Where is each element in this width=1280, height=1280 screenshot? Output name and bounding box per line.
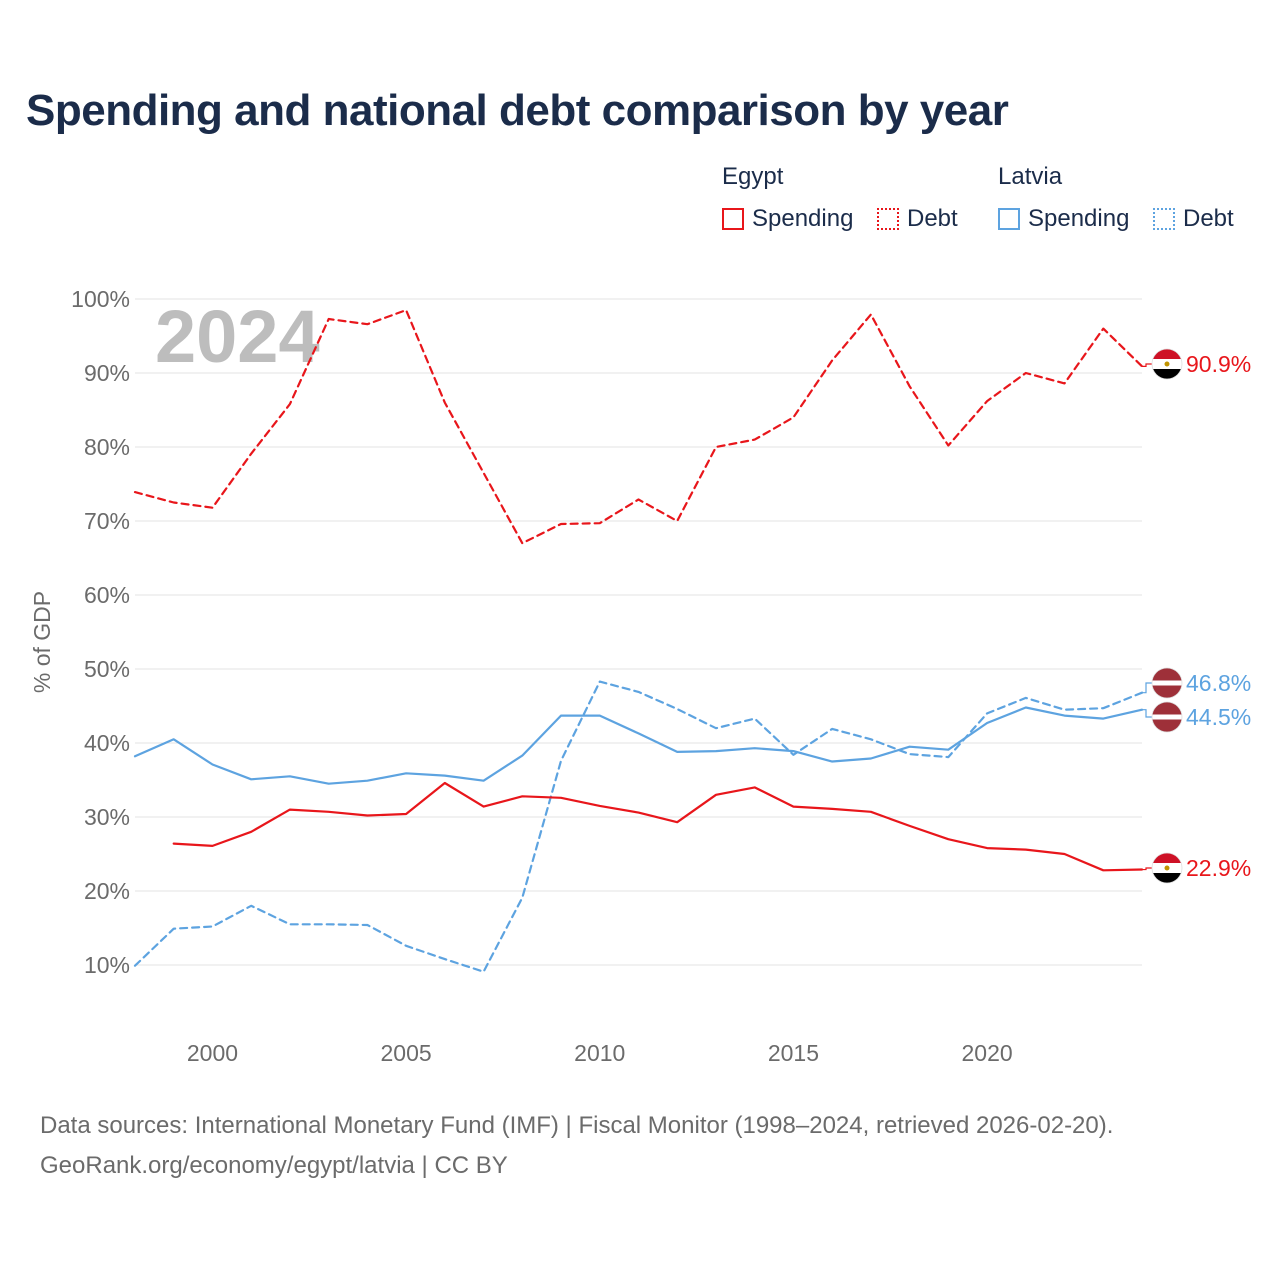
y-tick-label: 30% [84,804,130,830]
egypt-flag-eagle-icon [1164,865,1170,871]
end-value-label: 44.5% [1186,704,1251,730]
end-label-connector [1142,709,1152,718]
legend-latvia-title: Latvia [998,163,1063,190]
source-line-2[interactable]: GeoRank.org/economy/egypt/latvia | CC BY [40,1152,508,1179]
flag-outline [1151,701,1183,733]
end-value-label: 22.9% [1186,855,1251,881]
egypt-flag-eagle-icon [1164,361,1170,367]
legend-egypt-spending-label: Spending [752,205,854,232]
y-tick-label: 60% [84,582,130,608]
y-tick-label: 70% [84,508,130,534]
egypt-flag-black-stripe [1152,369,1182,379]
y-tick-label: 20% [84,878,130,904]
series-line-latvia-debt [133,680,1144,973]
egypt-flag-red-stripe [1152,349,1182,359]
line-chart: 10% 20% 30% 40% 50% 60% 70% 80% 90% 100% 2000 2005 2… [29,286,1251,1066]
latvia-flag-white-band [1152,680,1182,686]
legend-latvia-spending[interactable]: Spending [998,205,1129,233]
legend-egypt-debt-label: Debt [907,205,958,232]
chart-title: Spending and national debt comparison by… [26,86,1009,135]
x-tick-label: 2000 [187,1040,238,1066]
series-line-latvia-spending [133,706,1144,785]
series-line-egypt-spending [172,781,1144,872]
y-tick-label: 80% [84,434,130,460]
x-tick-label: 2005 [381,1040,432,1066]
flag-outline [1151,667,1183,699]
legend-egypt-debt-swatch [877,208,899,230]
y-tick-label: 100% [71,286,130,312]
series-line-egypt-debt [133,309,1144,545]
end-value-label: 90.9% [1186,351,1251,377]
end-label-connector [1142,682,1152,694]
egypt-flag-black-stripe [1152,873,1182,883]
source-note: Data sources: International Monetary Fun… [40,1106,1113,1186]
end-label-connector [1142,867,1152,871]
legend-egypt-debt[interactable]: Debt [877,205,958,233]
end-label-connector [1142,363,1152,367]
flag-outline [1151,348,1183,380]
end-value-label: 46.8% [1186,670,1251,696]
x-tick-label: 2020 [961,1040,1012,1066]
y-tick-label: 90% [84,360,130,386]
flag-outline [1151,852,1183,884]
year-label: 2024 [155,295,320,378]
legend-latvia-debt-swatch [1153,208,1175,230]
y-axis-label: % of GDP [29,591,55,693]
source-line-1: Data sources: International Monetary Fun… [40,1112,1114,1139]
x-tick-label: 2010 [574,1040,625,1066]
y-tick-label: 40% [84,730,130,756]
legend-latvia-spending-swatch [998,208,1020,230]
legend-latvia-spending-label: Spending [1028,205,1130,232]
y-tick-label: 50% [84,656,130,682]
legend-egypt-spending[interactable]: Spending [722,205,853,233]
legend-egypt-spending-swatch [722,208,744,230]
legend-latvia-debt-label: Debt [1183,205,1234,232]
latvia-flag-white-band [1152,714,1182,720]
egypt-flag-red-stripe [1152,853,1182,863]
legend-egypt-title: Egypt [722,163,784,190]
y-tick-label: 10% [84,952,130,978]
x-tick-label: 2015 [768,1040,819,1066]
legend-latvia-debt[interactable]: Debt [1153,205,1234,233]
